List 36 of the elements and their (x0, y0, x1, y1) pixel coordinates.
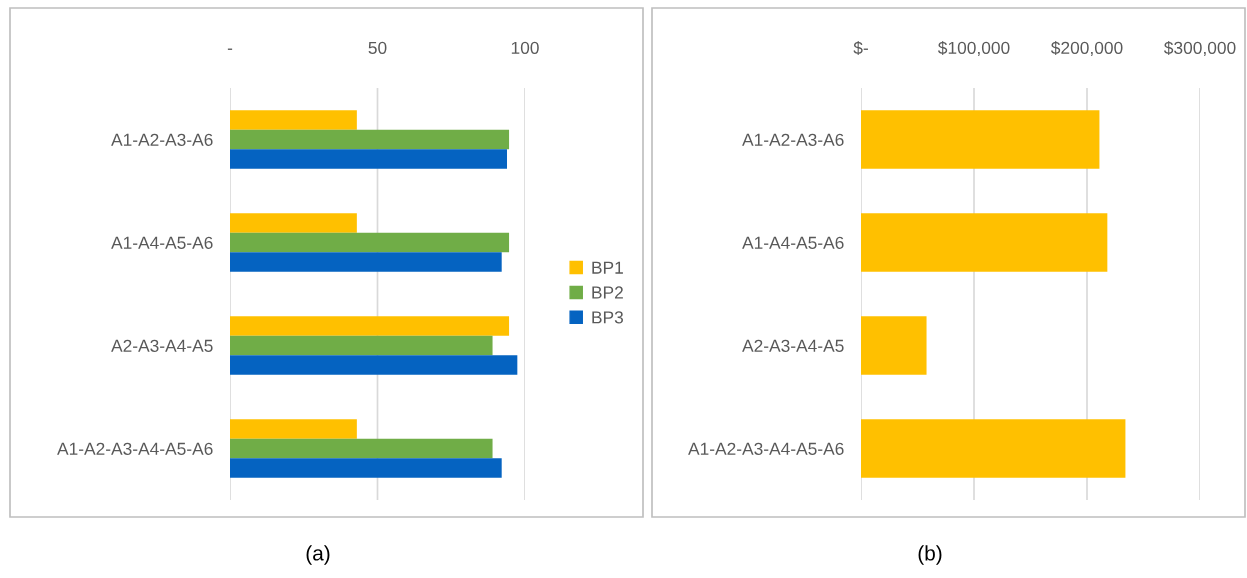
x-tick-label: 100 (511, 41, 539, 55)
bar (230, 149, 507, 169)
y-tick-label: A1-A2-A3-A6 (742, 133, 844, 146)
bar (230, 438, 493, 459)
x-tick-label: - (227, 48, 233, 50)
bar (230, 316, 510, 336)
legend-label: BP2 (592, 286, 623, 299)
y-tick-label: A1-A2-A3-A4-A5-A6 (57, 442, 213, 455)
legend-label: BP3 (592, 311, 624, 324)
bar (861, 419, 1126, 478)
bar (230, 232, 510, 253)
bar (230, 355, 518, 375)
bar (861, 213, 1108, 272)
bar (230, 213, 357, 233)
y-tick-label: A1-A4-A5-A6 (742, 236, 844, 249)
legend-label: BP1 (592, 261, 623, 274)
x-tick-label: $100,000 (937, 40, 1010, 57)
x-tick-label: $- (853, 40, 868, 56)
bar (230, 419, 357, 439)
bar (861, 316, 927, 375)
bar (230, 129, 510, 150)
x-tick-label: $300,000 (1163, 40, 1236, 57)
y-tick-label: A2-A3-A4-A5 (111, 339, 213, 352)
y-tick-label: A1-A4-A5-A6 (111, 236, 213, 249)
bar (861, 110, 1100, 169)
y-tick-label: A1-A2-A3-A6 (111, 133, 213, 146)
bar (230, 335, 493, 356)
y-tick-label: A1-A2-A3-A4-A5-A6 (688, 442, 844, 455)
y-tick-label: A2-A3-A4-A5 (742, 339, 844, 352)
text: (b) (918, 545, 942, 565)
x-tick-label: $200,000 (1050, 40, 1123, 57)
bar (230, 458, 502, 478)
x-tick-label: 50 (368, 41, 387, 55)
bar (230, 252, 502, 272)
text: (a) (306, 545, 330, 565)
bar (230, 110, 357, 130)
